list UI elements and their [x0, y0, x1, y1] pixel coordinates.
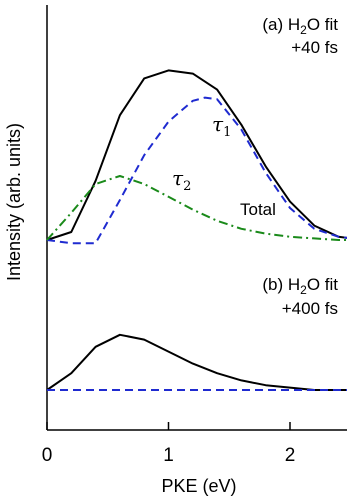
x-tick-label-0: 0: [42, 445, 53, 466]
panel-a-series-dashdot: [46, 175, 347, 241]
x-tick-label-1: 1: [163, 445, 174, 466]
panel-a-annotation-line-2: +40 fs: [291, 38, 338, 57]
y-axis-label: Intensity (arb. units): [4, 123, 24, 281]
x-ticks: 0 1 2: [42, 422, 296, 466]
x-tick-label-2: 2: [285, 445, 296, 466]
x-axis-label: PKE (eV): [161, 476, 236, 496]
tau2-label: τ2: [172, 166, 191, 194]
panel-a-series-solid: [46, 69, 347, 241]
tau1-label: τ1: [212, 112, 231, 140]
panel-b-series-solid: [46, 333, 347, 391]
panel-a-series-dashed: [46, 96, 347, 245]
panel-b-annotation-line-1: (b) H2O fit: [262, 275, 338, 297]
panel-a-annotation-line-1: (a) H2O fit: [262, 15, 338, 37]
panel-b-annotation-line-2: +400 fs: [282, 299, 338, 318]
total-label: Total: [240, 200, 276, 219]
series-layer: [46, 69, 347, 391]
axes-frame: [46, 5, 347, 431]
